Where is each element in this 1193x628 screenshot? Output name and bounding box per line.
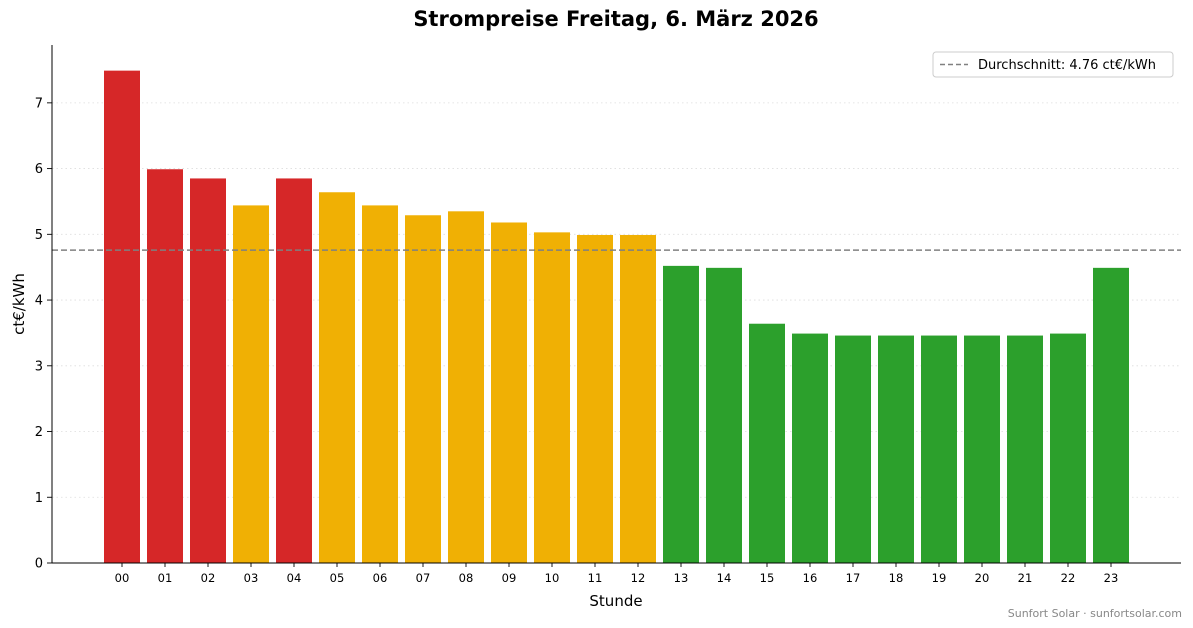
x-ticks: 00 01 02 03 04 05 06 07 08 09 10 11 12 13 14 15 16 17 18 19…: [115, 563, 1119, 585]
x-tick-label: 03: [244, 571, 259, 585]
x-tick-label: 01: [158, 571, 173, 585]
legend: Durchschnitt: 4.76 ct€/kWh: [932, 51, 1174, 78]
bar-hour-13: [663, 265, 699, 563]
x-tick-label: 00: [115, 571, 130, 585]
bar-hour-15: [749, 323, 785, 563]
footer-credit: Sunfort Solar · sunfortsolar.com: [1008, 607, 1182, 620]
x-tick-label: 19: [932, 571, 947, 585]
bar-hour-21: [1007, 335, 1043, 563]
y-tick-label: 4: [35, 294, 43, 309]
x-tick-label: 20: [975, 571, 990, 585]
x-tick-label: 18: [889, 571, 904, 585]
y-axis-label: ct€/kWh: [10, 273, 28, 335]
bar-hour-07: [405, 215, 441, 563]
x-tick-label: 02: [201, 571, 216, 585]
bar-hour-17: [835, 335, 871, 563]
x-tick-label: 06: [373, 571, 388, 585]
x-tick-label: 16: [803, 571, 818, 585]
y-tick-label: 7: [35, 96, 43, 111]
axes: [51, 45, 1181, 564]
bar-hour-14: [706, 267, 742, 563]
bar-hour-02: [190, 178, 226, 564]
bar-hour-11: [577, 234, 613, 563]
chart-title: Strompreise Freitag, 6. März 2026: [413, 7, 818, 31]
bar-hour-20: [964, 335, 1000, 563]
bar-hour-22: [1050, 333, 1086, 563]
x-tick-label: 08: [459, 571, 474, 585]
x-tick-label: 11: [588, 571, 603, 585]
y-tick-label: 6: [35, 162, 43, 177]
x-tick-label: 13: [674, 571, 689, 585]
bar-hour-09: [491, 222, 527, 563]
y-ticks: 0 1 2 3 4 5 6 7: [35, 96, 52, 572]
y-tick-label: 2: [35, 425, 43, 440]
legend-average-label: Durchschnitt: 4.76 ct€/kWh: [978, 58, 1156, 73]
y-tick-label: 5: [35, 228, 43, 243]
x-tick-label: 23: [1104, 571, 1119, 585]
bar-hour-08: [448, 211, 484, 563]
bars-group: [104, 70, 1129, 564]
x-tick-label: 14: [717, 571, 732, 585]
y-tick-label: 0: [35, 557, 43, 572]
x-tick-label: 09: [502, 571, 517, 585]
x-tick-label: 10: [545, 571, 560, 585]
x-tick-label: 05: [330, 571, 345, 585]
bar-hour-06: [362, 205, 398, 563]
bar-hour-03: [233, 205, 269, 563]
bar-hour-23: [1093, 267, 1129, 563]
x-tick-label: 22: [1061, 571, 1076, 585]
bar-hour-16: [792, 333, 828, 563]
x-tick-label: 21: [1018, 571, 1033, 585]
bar-hour-05: [319, 192, 355, 564]
bar-hour-10: [534, 232, 570, 563]
bar-hour-19: [921, 335, 957, 563]
bar-hour-00: [104, 70, 140, 563]
x-tick-label: 07: [416, 571, 431, 585]
y-tick-label: 1: [35, 491, 43, 506]
x-tick-label: 04: [287, 571, 302, 585]
bar-hour-01: [147, 169, 183, 563]
bar-hour-18: [878, 335, 914, 563]
y-tick-label: 3: [35, 359, 43, 374]
bar-hour-12: [620, 234, 656, 563]
x-tick-label: 15: [760, 571, 775, 585]
x-tick-label: 12: [631, 571, 646, 585]
bar-hour-04: [276, 178, 312, 564]
x-tick-label: 17: [846, 571, 861, 585]
legend-box: [932, 51, 1174, 78]
x-axis-label: Stunde: [589, 592, 642, 610]
